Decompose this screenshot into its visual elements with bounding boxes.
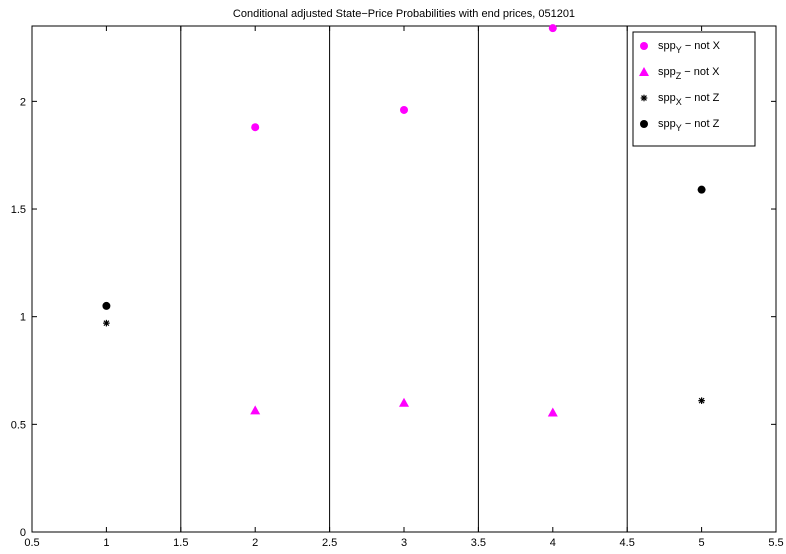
data-point	[251, 123, 260, 132]
legend-entry: sppX − not Z	[658, 92, 720, 107]
legend-marker	[640, 42, 648, 50]
x-tick-label: 1	[103, 537, 109, 549]
legend-entry: sppY − not X	[658, 40, 721, 55]
data-point	[697, 185, 706, 194]
legend-box	[632, 31, 756, 147]
x-tick-label: 4	[550, 537, 556, 549]
legend: sppY − not X sppZ − not X sppX − not Z sppY…	[632, 31, 756, 147]
x-axis: 0.5 1 1.5 2 2.5 3 3.5 4 4.5 5 5.5	[24, 26, 784, 549]
data-point	[548, 24, 557, 33]
x-tick-label: 3	[401, 537, 407, 549]
y-tick-label: 1.5	[11, 204, 26, 216]
legend-entry: sppZ − not X	[658, 66, 720, 81]
y-tick-label: 0.5	[11, 419, 26, 431]
x-tick-label: 4.5	[620, 537, 635, 549]
x-tick-label: 2	[252, 537, 258, 549]
data-point	[698, 397, 705, 404]
data-point	[103, 319, 110, 327]
x-tick-label: 5.5	[768, 537, 783, 549]
data-point	[399, 397, 409, 407]
data-point	[547, 407, 558, 417]
data-point	[400, 105, 408, 114]
legend-marker	[639, 67, 649, 76]
legend-marker	[640, 94, 648, 102]
vertical-lines	[180, 26, 628, 532]
y-tick-label: 2	[20, 96, 26, 108]
x-tick-label: 0.5	[24, 537, 39, 549]
data-point	[102, 301, 111, 310]
y-tick-label: 0	[20, 527, 26, 539]
legend-marker	[640, 120, 648, 128]
x-tick-label: 3.5	[471, 537, 486, 549]
x-tick-label: 5	[699, 537, 705, 549]
y-tick-label: 1	[20, 312, 26, 324]
data-points	[102, 24, 706, 417]
data-point	[250, 405, 261, 415]
chart-title: Conditional adjusted State−Price Probabi…	[233, 8, 575, 20]
y-axis: 0 0.5 1 1.5 2	[11, 96, 776, 539]
x-tick-label: 1.5	[173, 537, 188, 549]
x-tick-label: 2.5	[322, 537, 337, 549]
legend-entry: sppY − not Z	[658, 118, 720, 133]
